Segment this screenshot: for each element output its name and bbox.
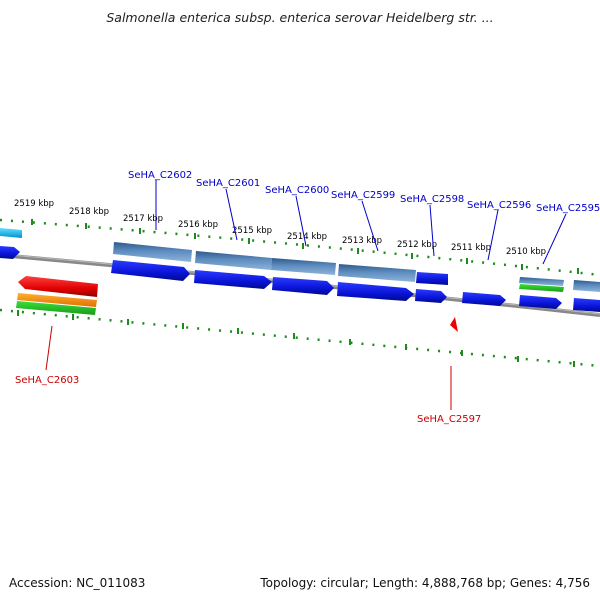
gene-label[interactable]: SeHA_C2595	[536, 203, 600, 214]
ruler-label: 2513 kbp	[342, 236, 382, 246]
gene-label[interactable]: SeHA_C2598	[400, 194, 464, 205]
gene-label[interactable]: SeHA_C2599	[331, 190, 395, 201]
ruler-label: 2516 kbp	[178, 220, 218, 230]
minus-strand-track	[16, 276, 458, 332]
category-track	[0, 228, 600, 292]
ruler-label: 2518 kbp	[69, 207, 109, 217]
cds-arrow[interactable]	[450, 317, 458, 332]
cds-arrow[interactable]	[415, 289, 447, 303]
gene-label[interactable]: SeHA_C2601	[196, 178, 260, 189]
ruler-label: 2519 kbp	[14, 199, 54, 209]
ruler-label: 2511 kbp	[451, 243, 491, 253]
gene-label[interactable]: SeHA_C2602	[128, 170, 192, 181]
inner-tick-ring	[0, 308, 600, 368]
cds-arrow[interactable]	[272, 277, 334, 295]
plus-strand-track	[0, 246, 600, 312]
gene-label[interactable]: SeHA_C2596	[467, 200, 531, 211]
gene-label[interactable]: SeHA_C2600	[265, 185, 329, 196]
ruler-label: 2514 kbp	[287, 232, 327, 242]
gene-label[interactable]: SeHA_C2603	[15, 375, 79, 386]
cds-arrow[interactable]	[337, 282, 414, 301]
outer-tick-ring	[0, 218, 600, 277]
cds-arrow[interactable]	[462, 292, 506, 306]
cds-arrow[interactable]	[111, 260, 190, 281]
ruler-label: 2512 kbp	[397, 240, 437, 250]
cds-arrow[interactable]	[0, 246, 20, 259]
cds-arrow[interactable]	[194, 270, 272, 289]
cds-arrow[interactable]	[519, 295, 562, 309]
accession-text: Accession: NC_011083	[9, 576, 146, 590]
cds-arrow[interactable]	[416, 272, 448, 285]
map-title: Salmonella enterica subsp. enterica sero…	[106, 10, 494, 25]
ruler-label: 2515 kbp	[232, 226, 272, 236]
cds-arrow[interactable]	[573, 298, 600, 312]
cds-arrow[interactable]	[18, 276, 98, 297]
ruler-label: 2517 kbp	[123, 214, 163, 224]
ruler-label: 2510 kbp	[506, 247, 546, 257]
topology-text: Topology: circular; Length: 4,888,768 bp…	[260, 576, 590, 590]
gene-label[interactable]: SeHA_C2597	[417, 414, 481, 425]
